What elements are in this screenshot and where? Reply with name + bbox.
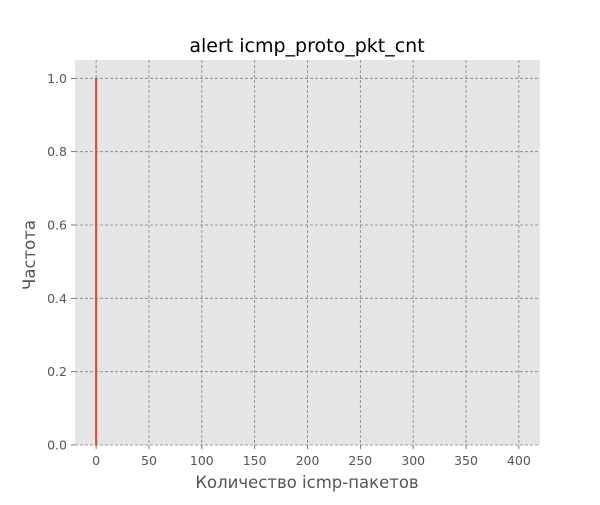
x-tick-label: 400	[507, 453, 531, 468]
x-tick-label: 100	[190, 453, 214, 468]
x-axis-label: Количество icmp-пакетов	[195, 473, 418, 492]
y-tick-label: 0.8	[47, 144, 67, 159]
x-tick-label: 150	[243, 453, 267, 468]
y-tick-label: 0.4	[47, 291, 67, 306]
x-tick-label: 350	[454, 453, 478, 468]
y-tick-label: 0.0	[47, 438, 67, 453]
x-tick-label: 0	[92, 453, 100, 468]
x-tick-label: 300	[401, 453, 425, 468]
x-tick-label: 50	[141, 453, 157, 468]
y-tick-label: 0.2	[47, 364, 67, 379]
y-tick-label: 0.6	[47, 218, 67, 233]
y-tick-label: 1.0	[47, 71, 67, 86]
bar-series	[95, 78, 97, 445]
x-axis-ticks: 0 50 100 150 200 250 300 350 400	[92, 445, 531, 468]
histogram-bar	[95, 78, 97, 445]
chart-title: alert icmp_proto_pkt_cnt	[189, 35, 424, 57]
x-tick-label: 200	[296, 453, 320, 468]
y-axis-ticks: 0.0 0.2 0.4 0.6 0.8 1.0	[47, 71, 75, 453]
x-tick-label: 250	[348, 453, 372, 468]
y-axis-label: Частота	[20, 220, 39, 290]
